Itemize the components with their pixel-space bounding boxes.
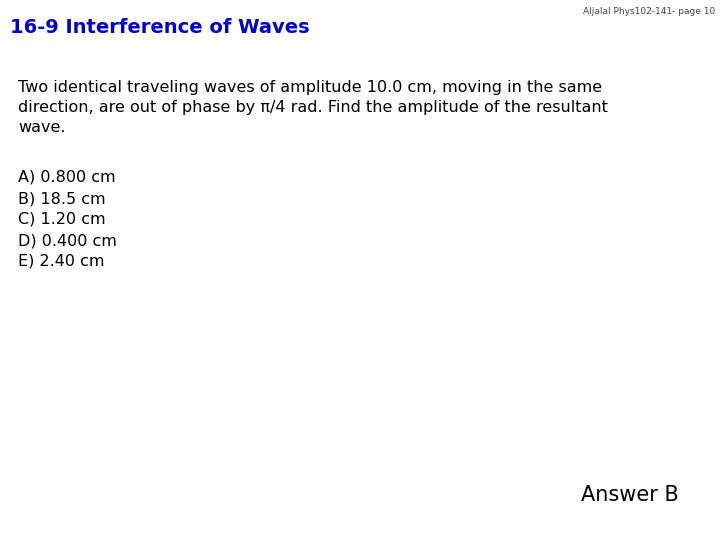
Text: D) 0.400 cm: D) 0.400 cm [18,233,117,248]
Text: Answer B: Answer B [581,485,679,505]
Text: 16-9 Interference of Waves: 16-9 Interference of Waves [10,18,310,37]
Text: C) 1.20 cm: C) 1.20 cm [18,212,106,227]
Text: wave.: wave. [18,120,66,135]
Text: E) 2.40 cm: E) 2.40 cm [18,254,104,269]
Text: A) 0.800 cm: A) 0.800 cm [18,170,116,185]
Text: Aljalal Phys102-141- page 10: Aljalal Phys102-141- page 10 [582,7,715,16]
Text: B) 18.5 cm: B) 18.5 cm [18,191,106,206]
Text: direction, are out of phase by π/4 rad. Find the amplitude of the resultant: direction, are out of phase by π/4 rad. … [18,100,608,115]
Text: Two identical traveling waves of amplitude 10.0 cm, moving in the same: Two identical traveling waves of amplitu… [18,80,602,95]
